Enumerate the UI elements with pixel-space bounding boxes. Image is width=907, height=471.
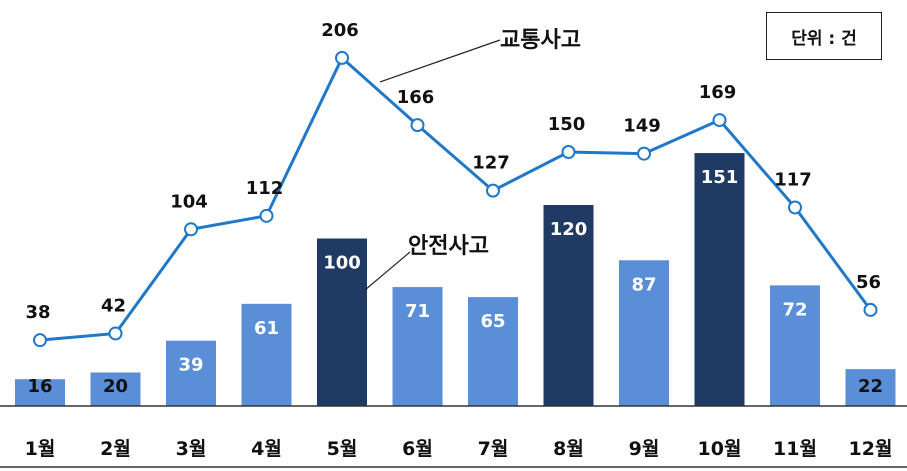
bar-value-label-5: 100: [323, 253, 361, 274]
x-tick-label-10: 10월: [698, 438, 742, 460]
bar-value-label-12: 22: [858, 376, 883, 397]
line-value-label-8: 150: [548, 114, 586, 135]
x-tick-label-5: 5월: [327, 438, 358, 460]
bar-7: [468, 297, 518, 406]
bar-value-label-3: 39: [178, 355, 203, 376]
line-marker-6: [410, 118, 425, 133]
line-marker-4: [259, 208, 274, 223]
bar-5: [317, 238, 367, 406]
bar-value-label-9: 87: [631, 274, 656, 295]
line-markers: [33, 50, 878, 348]
x-tick-label-12: 12월: [849, 438, 893, 460]
unit-label-box: 단위 : 건: [766, 12, 882, 60]
bar-12: [845, 369, 896, 406]
line-value-label-5: 206: [321, 20, 359, 41]
line-value-label-1: 38: [25, 302, 50, 323]
bar-10: [694, 153, 745, 406]
x-tick-labels: 1월 2월 3월 4월 5월 6월 7월 8월 9월 10월 11월 12월: [25, 438, 893, 460]
line-marker-2: [108, 326, 123, 341]
line-value-label-11: 117: [774, 169, 812, 190]
bar-data-labels: 16 20 39 61 100 71 65 120 87 151 72 22: [27, 167, 883, 397]
bar-8: [543, 205, 594, 406]
bar-value-label-1: 16: [27, 376, 52, 397]
line-value-label-6: 166: [397, 87, 435, 108]
line-marker-10: [712, 113, 727, 128]
bar-value-label-7: 65: [480, 311, 505, 332]
bar-1: [15, 379, 65, 406]
line-value-label-12: 56: [856, 272, 881, 293]
line-marker-3: [184, 222, 198, 237]
bar-value-label-8: 120: [550, 219, 588, 240]
x-tick-label-8: 8월: [553, 438, 584, 460]
line-marker-1: [33, 333, 47, 348]
line-value-label-10: 169: [699, 82, 737, 103]
traffic-callout-line: [379, 39, 501, 83]
bar-series-safety-accidents: [15, 153, 896, 406]
line-value-label-3: 104: [170, 191, 208, 212]
bar-4: [241, 303, 292, 406]
line-marker-11: [788, 200, 802, 215]
x-tick-label-4: 4월: [251, 438, 282, 460]
line-marker-12: [863, 302, 878, 317]
x-tick-label-1: 1월: [25, 438, 56, 460]
line-value-label-9: 149: [623, 116, 661, 137]
line-data-labels: 38 42 104 112 206 166 127 150 149 169 117 56: [25, 20, 881, 323]
line-marker-7: [486, 183, 500, 198]
line-value-label-4: 112: [246, 178, 284, 199]
bar-value-label-4: 61: [254, 318, 279, 339]
unit-label: 단위 : 건: [791, 28, 857, 49]
x-tick-label-2: 2월: [100, 438, 131, 460]
bar-value-label-6: 71: [405, 301, 430, 322]
line-value-label-2: 42: [101, 295, 126, 316]
line-value-label-7: 127: [472, 153, 510, 174]
x-tick-label-6: 6월: [402, 438, 433, 460]
bar-3: [166, 340, 216, 406]
bar-2: [90, 372, 141, 406]
x-tick-label-9: 9월: [629, 438, 660, 460]
series-label-traffic: 교통사고: [500, 28, 581, 53]
x-tick-label-7: 7월: [478, 438, 509, 460]
line-series-traffic-accidents: [39, 55, 872, 342]
bar-11: [770, 285, 820, 406]
safety-callout-line: [364, 251, 411, 291]
bar-value-label-2: 20: [103, 376, 128, 397]
bar-value-label-11: 72: [782, 299, 807, 320]
x-tick-label-3: 3월: [176, 438, 207, 460]
line-marker-5: [335, 50, 349, 65]
bar-9: [619, 260, 669, 406]
bar-value-label-10: 151: [701, 167, 739, 188]
line-marker-8: [561, 145, 576, 159]
series-label-safety: 안전사고: [408, 234, 489, 259]
line-marker-9: [637, 146, 651, 161]
bar-6: [392, 287, 443, 406]
x-tick-label-11: 11월: [773, 438, 817, 460]
